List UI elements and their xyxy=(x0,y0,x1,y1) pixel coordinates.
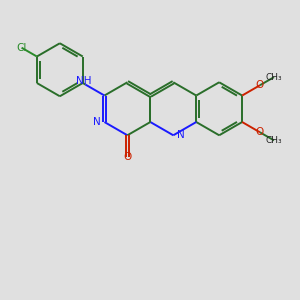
Text: N: N xyxy=(177,130,184,140)
Text: N: N xyxy=(93,117,101,127)
Text: CH₃: CH₃ xyxy=(266,73,282,82)
Text: O: O xyxy=(123,152,131,162)
Text: Cl: Cl xyxy=(16,43,27,53)
Text: CH₃: CH₃ xyxy=(266,136,282,145)
Text: O: O xyxy=(256,127,264,137)
Text: O: O xyxy=(256,80,264,90)
Text: NH: NH xyxy=(76,76,92,86)
